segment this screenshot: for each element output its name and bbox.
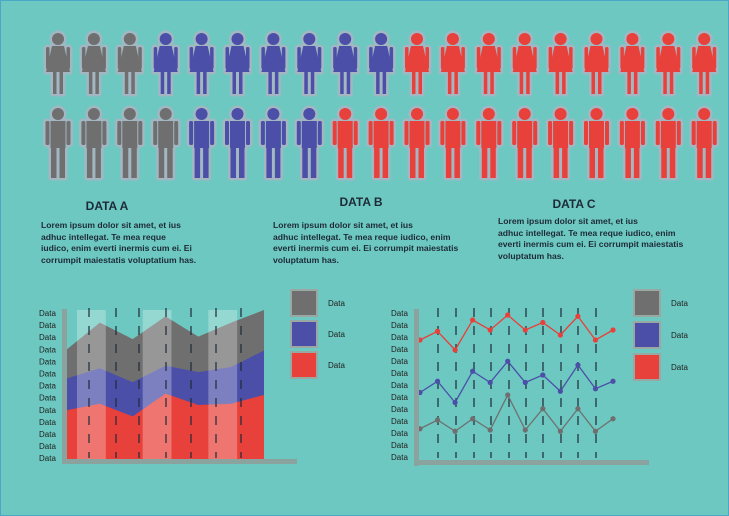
- data-b-title: DATA B: [339, 195, 383, 209]
- data-a-text: Lorem ipsum dolor sit amet, et ius adhuc…: [41, 220, 241, 266]
- male-figure-icon: [581, 105, 612, 181]
- female-figure-icon: [43, 30, 73, 97]
- data-c-text: Lorem ipsum dolor sit amet, et ius adhuc…: [498, 216, 713, 262]
- female-figure-icon: [617, 30, 647, 97]
- female-figure-icon: [258, 30, 288, 97]
- data-b-line: everti inermis cum ei. Ei corrumpit maie…: [273, 243, 459, 254]
- data-a-line: corrumpit maiestatis voluptatium has.: [41, 254, 197, 265]
- data-a-line: Lorem ipsum dolor sit amet, et ius: [41, 220, 181, 230]
- male-figure-icon: [653, 105, 684, 181]
- male-figure-icon: [294, 105, 325, 181]
- data-c-line: everti inermis cum ei. Ei corrumpit maie…: [498, 239, 684, 250]
- data-a-line: adhuc intellegat. Te mea reque: [41, 231, 166, 242]
- female-figure-icon: [653, 30, 683, 97]
- male-figure-icon: [617, 105, 648, 181]
- male-figure-icon: [150, 105, 181, 181]
- female-figure-icon: [689, 30, 719, 97]
- male-figure-icon: [402, 105, 432, 181]
- data-b-line: voluptatum has.: [273, 254, 339, 265]
- male-figure-icon: [437, 105, 468, 181]
- female-figure-icon: [79, 30, 109, 97]
- female-figure-icon: [438, 30, 468, 97]
- data-a-title: DATA A: [85, 199, 129, 213]
- female-figure-icon: [151, 30, 181, 97]
- male-figure-icon: [186, 105, 217, 181]
- female-figure-icon: [510, 30, 540, 97]
- male-figure-icon: [43, 105, 73, 181]
- data-a-line: iudico, enim everti inermis cum ei. Ei: [41, 243, 192, 254]
- data-c-line: Lorem ipsum dolor sit amet, et ius: [498, 216, 638, 226]
- data-c-title: DATA C: [552, 197, 596, 211]
- female-figure-icon: [294, 30, 324, 97]
- female-figure-icon: [187, 30, 217, 97]
- female-figure-icon: [546, 30, 576, 97]
- data-b-text: Lorem ipsum dolor sit amet, et ius adhuc…: [273, 220, 488, 266]
- data-b-line: Lorem ipsum dolor sit amet, et ius: [273, 220, 413, 230]
- data-c-line: voluptatum has.: [498, 250, 564, 261]
- male-figure-icon: [473, 105, 504, 181]
- male-figure-icon: [509, 105, 540, 181]
- female-figure-icon: [223, 30, 252, 97]
- data-b-line: adhuc intellegat. Te mea reque iudico, e…: [273, 231, 451, 242]
- data-c-line: adhuc intellegat. Te mea reque iudico, e…: [498, 227, 676, 238]
- male-figure-icon: [222, 105, 253, 181]
- male-figure-icon: [330, 105, 361, 181]
- male-figure-icon: [545, 105, 576, 181]
- pictogram: [43, 30, 720, 181]
- female-figure-icon: [366, 30, 396, 97]
- female-figure-icon: [115, 30, 145, 97]
- male-figure-icon: [689, 105, 720, 181]
- male-figure-icon: [258, 105, 289, 181]
- female-figure-icon: [474, 30, 504, 97]
- female-figure-icon: [330, 30, 360, 97]
- male-figure-icon: [114, 105, 145, 181]
- female-figure-icon: [582, 30, 611, 97]
- female-figure-icon: [402, 30, 432, 97]
- male-figure-icon: [78, 105, 109, 181]
- male-figure-icon: [366, 105, 397, 181]
